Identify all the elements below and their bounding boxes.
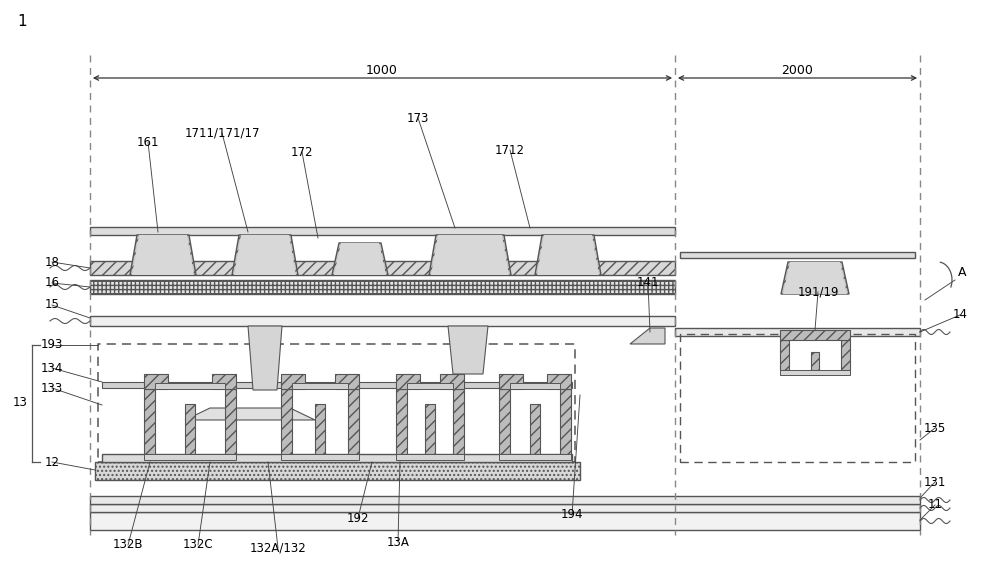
Polygon shape — [315, 404, 325, 454]
Polygon shape — [780, 340, 789, 370]
Text: 1711/171/17: 1711/171/17 — [184, 127, 260, 139]
Bar — [144, 454, 236, 460]
Polygon shape — [425, 404, 435, 454]
Text: 1: 1 — [17, 14, 27, 29]
Text: 192: 192 — [347, 512, 369, 524]
Polygon shape — [332, 243, 388, 275]
Text: 172: 172 — [291, 146, 313, 159]
Bar — [680, 252, 915, 258]
Text: 134: 134 — [41, 362, 63, 375]
Text: 11: 11 — [928, 499, 942, 512]
Polygon shape — [334, 243, 386, 275]
Bar — [90, 261, 675, 275]
Text: 131: 131 — [924, 476, 946, 489]
Polygon shape — [185, 408, 315, 420]
Polygon shape — [560, 389, 571, 454]
Text: 141: 141 — [637, 276, 659, 288]
Polygon shape — [429, 235, 511, 275]
Text: 16: 16 — [44, 277, 60, 289]
Bar — [95, 462, 580, 480]
Text: 13: 13 — [13, 397, 27, 410]
Polygon shape — [144, 389, 155, 454]
Polygon shape — [781, 262, 849, 294]
Bar — [680, 334, 915, 462]
Polygon shape — [453, 389, 464, 454]
Text: 12: 12 — [44, 456, 60, 469]
Text: 132A/132: 132A/132 — [250, 541, 306, 555]
Polygon shape — [281, 374, 305, 389]
Text: 194: 194 — [561, 508, 583, 521]
Bar — [780, 370, 850, 375]
Bar — [90, 512, 920, 530]
Polygon shape — [448, 326, 488, 374]
Text: 15: 15 — [45, 299, 59, 312]
Text: 161: 161 — [137, 135, 159, 148]
Polygon shape — [232, 235, 298, 275]
Bar — [780, 330, 850, 340]
Polygon shape — [225, 389, 236, 454]
Polygon shape — [335, 374, 359, 389]
Bar — [155, 383, 225, 389]
Polygon shape — [212, 374, 236, 389]
Bar — [102, 454, 572, 462]
Text: 18: 18 — [45, 256, 59, 269]
Polygon shape — [248, 326, 282, 390]
Polygon shape — [537, 235, 599, 275]
Polygon shape — [132, 235, 194, 275]
Text: 193: 193 — [41, 339, 63, 351]
Bar — [98, 344, 575, 462]
Text: 1000: 1000 — [366, 64, 398, 77]
Text: 132C: 132C — [183, 539, 213, 551]
Polygon shape — [396, 389, 407, 454]
Polygon shape — [144, 374, 168, 389]
Bar — [499, 454, 571, 460]
Polygon shape — [499, 389, 510, 454]
Polygon shape — [185, 404, 195, 454]
Text: 2000: 2000 — [781, 64, 813, 77]
Polygon shape — [396, 374, 420, 389]
Text: 13A: 13A — [387, 536, 409, 548]
Polygon shape — [841, 340, 850, 370]
Text: 173: 173 — [407, 112, 429, 124]
Bar — [102, 382, 572, 388]
Bar — [90, 316, 675, 326]
Text: 133: 133 — [41, 382, 63, 394]
Bar — [90, 496, 920, 504]
Bar — [90, 280, 675, 294]
Bar — [510, 383, 560, 389]
Bar — [407, 383, 453, 389]
Polygon shape — [547, 374, 571, 389]
Polygon shape — [281, 389, 292, 454]
Polygon shape — [530, 404, 540, 454]
Bar — [396, 454, 464, 460]
Bar — [675, 328, 920, 336]
Text: 14: 14 — [952, 308, 968, 321]
Text: 132B: 132B — [113, 539, 143, 551]
Polygon shape — [348, 389, 359, 454]
Polygon shape — [440, 374, 464, 389]
Polygon shape — [535, 235, 601, 275]
Text: 1712: 1712 — [495, 143, 525, 156]
Polygon shape — [431, 235, 509, 275]
Polygon shape — [130, 235, 196, 275]
Polygon shape — [234, 235, 296, 275]
Bar — [90, 227, 675, 235]
Bar — [292, 383, 348, 389]
Bar — [90, 504, 920, 512]
Polygon shape — [630, 328, 665, 344]
Text: 191/19: 191/19 — [797, 285, 839, 299]
Polygon shape — [499, 374, 523, 389]
Bar — [281, 454, 359, 460]
Polygon shape — [783, 262, 847, 294]
Text: 135: 135 — [924, 422, 946, 434]
Polygon shape — [811, 352, 819, 370]
Text: A: A — [958, 265, 966, 278]
